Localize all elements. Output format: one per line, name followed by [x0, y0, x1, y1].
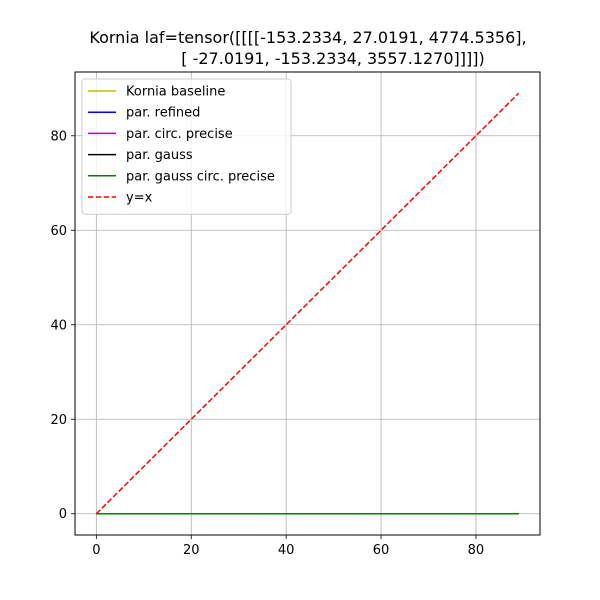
x-tick-label: 60 — [373, 543, 390, 558]
chart-title-line-1: Kornia laf=tensor([[[[-153.2334, 27.0191… — [89, 28, 526, 47]
legend-label: par. circ. precise — [126, 127, 233, 142]
x-tick-label: 40 — [278, 543, 295, 558]
y-tick-label: 60 — [50, 224, 67, 239]
legend-label: Kornia baseline — [126, 85, 225, 100]
y-tick-label: 40 — [50, 318, 67, 333]
series-line-5 — [95, 92, 520, 515]
axes-frame — [74, 71, 541, 536]
legend-label: par. gauss — [126, 148, 193, 163]
legend: Kornia baseline par. refined par. circ. pr… — [81, 78, 292, 215]
plot-series — [95, 92, 520, 515]
axis-ticks: 0 20 40 60 80 0 20 40 60 80 — [50, 129, 484, 558]
x-tick-label: 0 — [92, 543, 100, 558]
y-tick-label: 20 — [50, 413, 67, 428]
x-tick-label: 20 — [183, 543, 200, 558]
y-tick-label: 80 — [50, 129, 67, 144]
legend-label: par. gauss circ. precise — [126, 169, 275, 184]
chart-title-line-2: [ -27.0191, -153.2334, 3557.1270]]]]) — [181, 49, 484, 68]
legend-box — [81, 78, 292, 215]
legend-label: y=x — [126, 191, 153, 206]
x-tick-label: 80 — [468, 543, 485, 558]
legend-label: par. refined — [126, 106, 200, 121]
y-tick-label: 0 — [59, 507, 67, 522]
